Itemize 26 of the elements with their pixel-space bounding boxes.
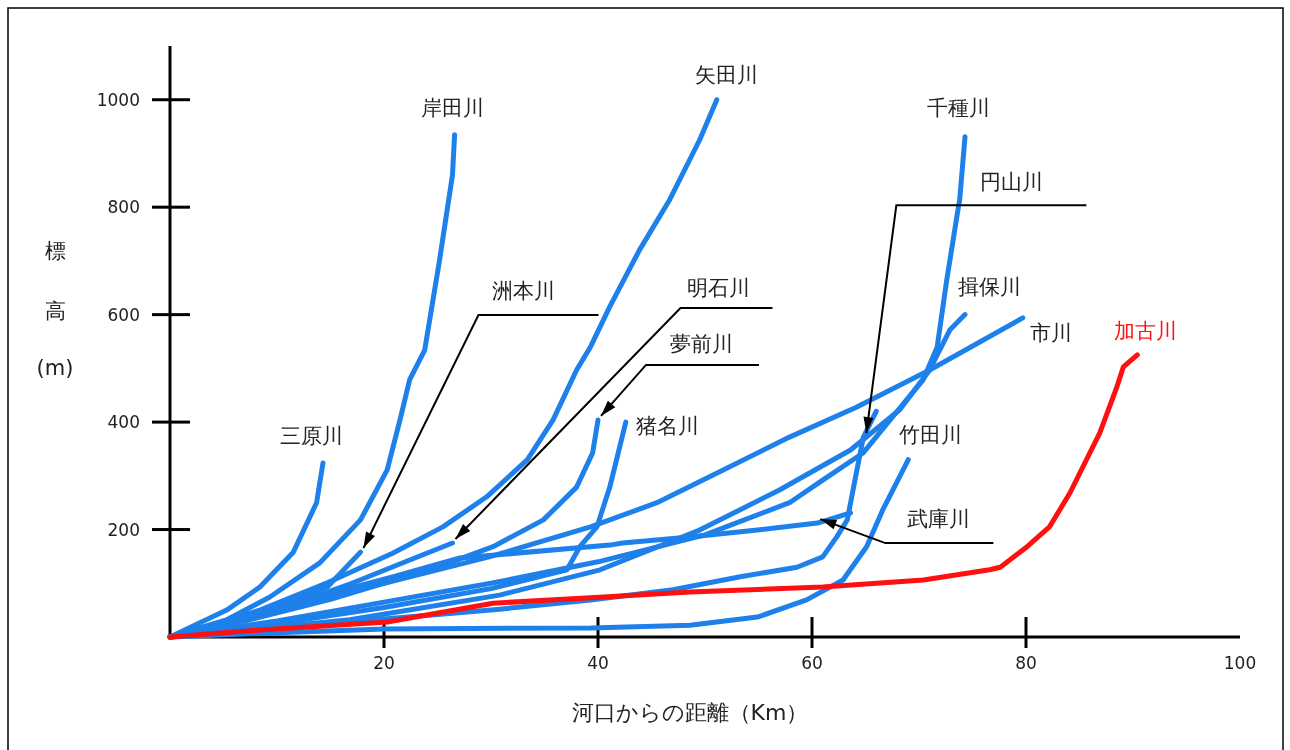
text: 武庫川 [906, 507, 970, 532]
series-label: 猪名川 [636, 414, 700, 439]
x-axis-title: 河口からの距離（Km） [571, 700, 809, 725]
text: 標高(m) [36, 239, 74, 380]
series-label: 加古川 [1113, 318, 1177, 343]
y-tick-label: 800 [107, 197, 140, 218]
series-label: 千種川 [926, 95, 990, 120]
y-tick-label: 600 [107, 304, 140, 325]
series-label: 岸田川 [421, 95, 485, 120]
x-tick-label: 80 [1015, 653, 1037, 673]
text: 円山川 [979, 170, 1043, 195]
y-tick-label: 1000 [96, 89, 140, 110]
series-label: 三原川 [279, 423, 343, 448]
text: 明石川 [686, 275, 750, 300]
x-tick-label: 40 [587, 653, 609, 673]
y-tick-label: 200 [107, 519, 140, 540]
series-label: 揖保川 [957, 274, 1021, 299]
text: 洲本川 [491, 279, 555, 304]
y-tick-label: 400 [107, 412, 140, 433]
x-tick-label: 60 [801, 653, 823, 673]
text: 夢前川 [669, 331, 733, 356]
x-tick-label: 100 [1223, 653, 1257, 673]
x-tick-label: 20 [373, 653, 395, 673]
series-label: 矢田川 [695, 62, 759, 87]
series-label: 竹田川 [898, 422, 962, 447]
series-label: 市川 [1029, 320, 1072, 345]
